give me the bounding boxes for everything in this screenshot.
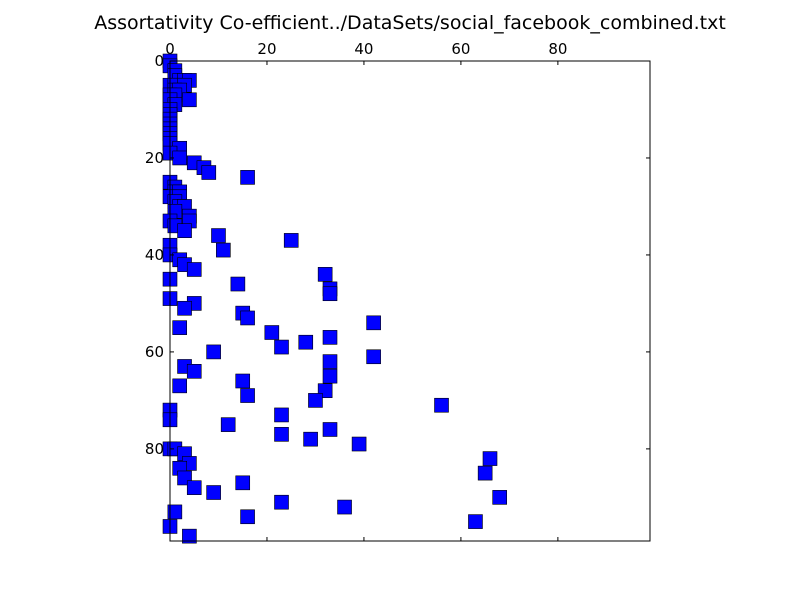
x-tick-label: 0 bbox=[165, 40, 175, 58]
data-point bbox=[317, 267, 333, 282]
data-point bbox=[482, 451, 498, 466]
data-point bbox=[283, 233, 299, 248]
y-tick-label: 20 bbox=[145, 149, 164, 167]
data-point bbox=[303, 431, 318, 447]
data-point bbox=[274, 407, 289, 423]
data-point bbox=[477, 465, 493, 481]
data-point bbox=[322, 330, 338, 345]
data-point bbox=[182, 92, 197, 108]
y-tick-label: 40 bbox=[145, 246, 164, 264]
data-point bbox=[298, 334, 314, 350]
data-point bbox=[264, 325, 280, 340]
data-point bbox=[240, 388, 255, 403]
data-point bbox=[220, 417, 236, 432]
data-point bbox=[201, 165, 217, 180]
data-point bbox=[230, 276, 246, 292]
data-point bbox=[322, 354, 338, 369]
x-tick-label: 20 bbox=[257, 40, 276, 58]
data-point bbox=[274, 339, 289, 355]
x-tick-label: 80 bbox=[548, 40, 567, 58]
y-tick-label: 0 bbox=[154, 52, 164, 70]
x-tick-label: 40 bbox=[354, 40, 373, 58]
data-point bbox=[351, 436, 367, 452]
data-point bbox=[211, 228, 226, 243]
data-point bbox=[172, 378, 187, 394]
data-point bbox=[240, 509, 255, 525]
data-point bbox=[322, 286, 338, 302]
data-point bbox=[216, 242, 231, 258]
data-point bbox=[322, 368, 338, 384]
data-point bbox=[492, 490, 507, 505]
data-point bbox=[274, 427, 289, 442]
data-points bbox=[162, 53, 507, 544]
data-point bbox=[206, 344, 221, 360]
data-point bbox=[177, 300, 192, 316]
data-point bbox=[172, 150, 187, 166]
data-point bbox=[186, 262, 202, 277]
data-point bbox=[182, 528, 197, 544]
data-point bbox=[235, 373, 251, 389]
y-tick-label: 60 bbox=[145, 343, 164, 361]
data-point bbox=[468, 514, 483, 529]
data-point bbox=[186, 364, 202, 379]
data-point bbox=[274, 494, 289, 510]
data-point bbox=[337, 499, 352, 515]
data-point bbox=[235, 475, 251, 491]
chart-title: Assortativity Co-efficient../DataSets/so… bbox=[94, 12, 726, 34]
plot-frame bbox=[169, 60, 651, 542]
data-point bbox=[322, 422, 338, 437]
data-point bbox=[172, 320, 187, 335]
data-point bbox=[240, 310, 255, 326]
data-point bbox=[167, 504, 183, 520]
axis-ticks: 0 20 40 60 80 0 20 40 60 80 bbox=[145, 40, 650, 541]
data-point bbox=[206, 485, 221, 500]
data-point bbox=[308, 393, 323, 408]
y-tick-label: 80 bbox=[145, 440, 164, 458]
x-tick-label: 60 bbox=[451, 40, 470, 58]
data-point bbox=[177, 223, 192, 238]
data-point bbox=[366, 315, 381, 331]
data-point bbox=[240, 170, 255, 185]
data-point bbox=[434, 397, 449, 413]
data-point bbox=[186, 480, 202, 495]
data-point bbox=[366, 349, 381, 365]
